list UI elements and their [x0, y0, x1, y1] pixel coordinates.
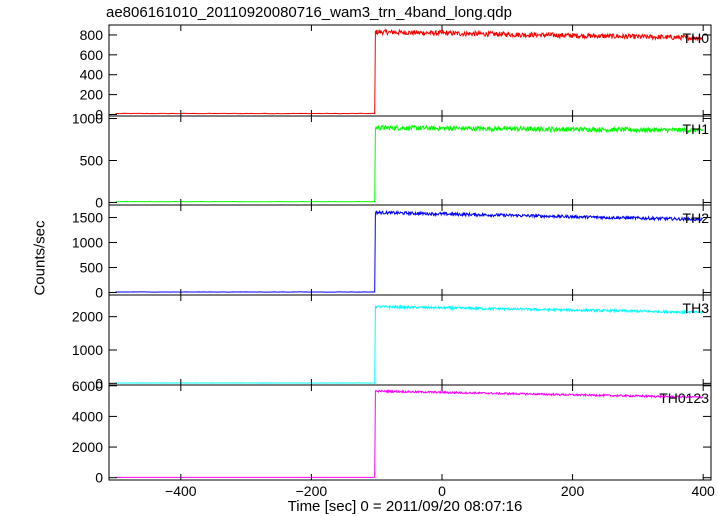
x-tick-label: −400: [165, 483, 197, 499]
series-label-th2: TH2: [683, 210, 710, 226]
series-line-th1: [115, 124, 704, 203]
y-tick-label: 1000: [72, 235, 103, 251]
series-line-th0: [115, 28, 704, 115]
series-label-th0123: TH0123: [659, 390, 709, 406]
series-line-th2: [115, 209, 703, 293]
y-tick-label: 0: [95, 285, 103, 301]
y-tick-label: 0: [95, 107, 103, 123]
y-tick-label: 500: [80, 153, 104, 169]
x-axis-label: Time [sec] 0 = 2011/09/20 08:07:16: [287, 498, 523, 515]
y-tick-label: 200: [80, 87, 104, 103]
y-tick-label: 500: [80, 260, 104, 276]
y-tick-label: 1000: [72, 111, 103, 127]
chart-title: ae806161010_20110920080716_wam3_trn_4ban…: [106, 4, 512, 21]
y-tick-label: 2000: [72, 309, 103, 325]
y-tick-label: 0: [95, 470, 103, 486]
y-tick-label: 0: [95, 375, 103, 391]
y-tick-label: 2000: [72, 439, 103, 455]
x-tick-label: 200: [561, 483, 585, 499]
y-tick-label: 6000: [72, 378, 103, 394]
y-tick-label: 4000: [72, 408, 103, 424]
series-line-th3: [115, 304, 704, 384]
x-tick-label: −200: [296, 483, 328, 499]
y-tick-label: 0: [95, 194, 103, 210]
y-tick-label: 800: [80, 27, 104, 43]
y-tick-label: 1500: [72, 210, 103, 226]
series-label-th1: TH1: [683, 121, 710, 137]
panel-frame: [108, 24, 712, 117]
series-line-th0123: [115, 389, 704, 478]
y-tick-label: 600: [80, 47, 104, 63]
series-label-th0: TH0: [683, 30, 710, 46]
x-tick-label: 0: [438, 483, 446, 499]
panel-frame: [108, 384, 712, 481]
x-tick-label: 400: [691, 483, 715, 499]
y-tick-label: 400: [80, 67, 104, 83]
y-tick-label: 1000: [72, 342, 103, 358]
series-label-th3: TH3: [683, 300, 710, 316]
